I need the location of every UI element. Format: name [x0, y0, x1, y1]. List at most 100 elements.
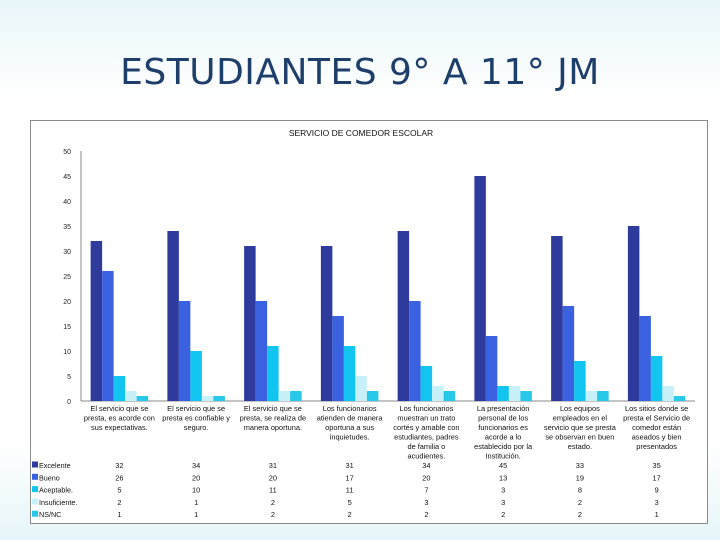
table-cell: 13: [499, 473, 507, 482]
legend-label: Excelente: [39, 461, 71, 470]
bar: [585, 391, 598, 401]
bar: [520, 391, 532, 401]
table-cell: 45: [499, 461, 507, 470]
category-label: Los sitios donde se: [625, 404, 688, 413]
category-label: funcionarios es: [478, 423, 528, 432]
bar: [662, 386, 674, 401]
bar: [508, 386, 521, 401]
y-tick-label: 45: [63, 174, 71, 181]
bar: [639, 316, 651, 401]
category-label: de familia o: [407, 442, 445, 451]
bar: [332, 316, 344, 401]
category-label: seguro.: [184, 423, 209, 432]
bar: [102, 271, 114, 401]
category-label: oportuna a sus: [325, 423, 374, 432]
bar: [650, 356, 663, 401]
category-label: El servicio que se: [90, 404, 148, 413]
bar: [190, 351, 202, 401]
table-cell: 2: [578, 510, 582, 519]
bar: [178, 301, 191, 401]
table-cell: 1: [194, 510, 198, 519]
table-cell: 3: [501, 486, 505, 495]
bar: [136, 396, 149, 401]
y-tick-label: 5: [67, 374, 71, 381]
bar: [397, 231, 410, 401]
bar: [255, 301, 268, 401]
legend-swatch: [32, 486, 38, 493]
category-label: estado.: [568, 442, 592, 451]
table-cell: 34: [192, 461, 200, 470]
legend-swatch: [32, 473, 38, 480]
category-label: acorde a lo: [485, 433, 522, 442]
bar: [485, 336, 498, 401]
category-label: presta, es acorde con: [84, 414, 155, 423]
table-cell: 20: [192, 473, 200, 482]
y-tick-label: 25: [63, 274, 71, 281]
y-tick-label: 30: [63, 249, 71, 256]
table-cell: 3: [424, 498, 428, 507]
category-label: El servicio que se: [244, 404, 302, 413]
legend-swatch: [32, 510, 38, 517]
slide-title: ESTUDIANTES 9° A 11° JM: [120, 52, 600, 93]
table-cell: 8: [578, 486, 582, 495]
table-cell: 2: [578, 498, 582, 507]
y-tick-label: 40: [63, 199, 71, 206]
table-cell: 17: [653, 473, 661, 482]
table-cell: 34: [422, 461, 430, 470]
category-label: El servicio que se: [167, 404, 225, 413]
table-cell: 32: [115, 461, 123, 470]
category-label: estudiantes, padres: [394, 433, 459, 442]
table-cell: 17: [346, 473, 354, 482]
category-label: Institución.: [485, 452, 520, 461]
table-cell: 2: [271, 510, 275, 519]
y-tick-label: 50: [63, 149, 71, 156]
y-axis: 0 5 10 15 20 25 30 35 40 45 50: [63, 149, 695, 406]
legend-label: Bueno: [39, 473, 60, 482]
bar: [167, 231, 179, 401]
category-label: presta es confiable y: [162, 414, 230, 423]
category-label: se observan en buen: [545, 433, 614, 442]
bar: [113, 376, 126, 401]
legend-swatch: [32, 461, 38, 468]
bar: [290, 391, 302, 401]
category-label: establecido por la: [474, 442, 533, 451]
category-label: cortés y amable con: [393, 423, 459, 432]
table-cell: 35: [653, 461, 661, 470]
y-tick-label: 35: [63, 224, 71, 231]
legend-label: Aceptable.: [39, 486, 73, 495]
category-label: presentados: [636, 442, 677, 451]
table-cell: 11: [269, 486, 277, 495]
bar: [497, 386, 509, 401]
bar: [409, 301, 421, 401]
y-tick-label: 20: [63, 299, 71, 306]
category-label: aseados y bien: [632, 433, 682, 442]
table-cell: 1: [194, 498, 198, 507]
category-label: Los funcionarios: [323, 404, 377, 413]
table-cell: 2: [271, 498, 275, 507]
table-cell: 5: [117, 486, 121, 495]
table-cell: 2: [348, 510, 352, 519]
category-label: comedor están: [632, 423, 681, 432]
bar: [201, 396, 214, 401]
category-label: presta, se realiza de: [240, 414, 307, 423]
category-label: empleados en el: [553, 414, 608, 423]
bar: [213, 396, 225, 401]
table-cell: 2: [501, 510, 505, 519]
bar: [420, 366, 433, 401]
bar: [562, 306, 575, 401]
bar: [125, 391, 137, 401]
legend-label: Insuficiente.: [39, 498, 77, 507]
bar: [597, 391, 609, 401]
legend-label: NS/NC: [39, 510, 61, 519]
bar: [267, 346, 279, 401]
bar: [574, 361, 586, 401]
table-cell: 5: [348, 498, 352, 507]
table-cell: 1: [117, 510, 121, 519]
bar: [320, 246, 333, 401]
category-label: La presentación: [477, 404, 530, 413]
bar-chart: SERVICIO DE COMEDOR ESCOLAR 051015202530…: [32, 128, 695, 519]
bar: [343, 346, 356, 401]
bar: [443, 391, 456, 401]
table-cell: 11: [346, 486, 354, 495]
